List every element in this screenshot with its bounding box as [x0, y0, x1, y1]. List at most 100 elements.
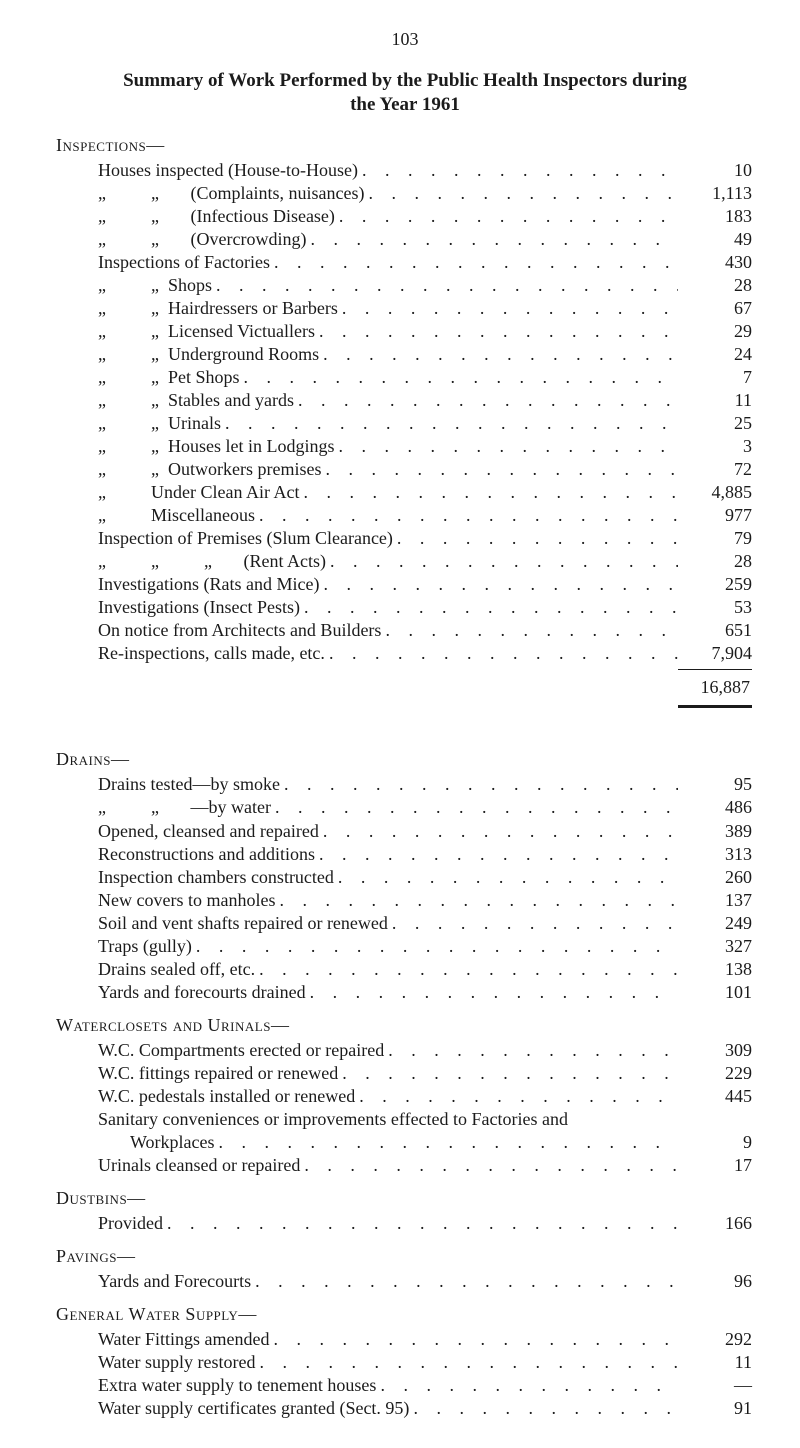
leader-dots: . . . . . . . . . . . . . . . . . . . . … — [384, 1039, 678, 1062]
section-head-water: General Water Supply— — [56, 1303, 754, 1326]
line-value: 292 — [678, 1328, 754, 1351]
leader-dots: . . . . . . . . . . . . . . . . . . . . … — [270, 251, 678, 274]
leader-dots: . . . . . . . . . . . . . . . . . . . . … — [251, 1270, 678, 1293]
leader-dots: . . . . . . . . . . . . . . . . . . . . … — [319, 573, 678, 596]
line-item: Water supply certificates granted (Sect.… — [56, 1397, 754, 1420]
line-value: 137 — [678, 889, 754, 912]
line-item: Workplaces. . . . . . . . . . . . . . . … — [56, 1131, 754, 1154]
line-value: 9 — [678, 1131, 754, 1154]
leader-dots: . . . . . . . . . . . . . . . . . . . . … — [364, 182, 678, 205]
leader-dots: . . . . . . . . . . . . . . . . . . . . … — [315, 843, 678, 866]
line-label: Provided — [98, 1212, 163, 1235]
line-label: „ „ Outworkers premises — [98, 458, 321, 481]
line-item: „ „ Houses let in Lodgings. . . . . . . … — [56, 435, 754, 458]
line-label: Workplaces — [130, 1131, 215, 1154]
line-item: On notice from Architects and Builders. … — [56, 619, 754, 642]
line-label: W.C. pedestals installed or renewed — [98, 1085, 355, 1108]
line-value: 486 — [678, 796, 754, 819]
line-value: 96 — [678, 1270, 754, 1293]
line-label: Re-inspections, calls made, etc. — [98, 642, 325, 665]
inspections-total: 16,887 — [56, 676, 754, 699]
line-label: „ „ —by water — [98, 796, 271, 819]
section-drains: Drains tested—by smoke. . . . . . . . . … — [56, 773, 754, 1003]
section-head-dustbins: Dustbins— — [56, 1187, 754, 1210]
line-item: „ „ Stables and yards. . . . . . . . . .… — [56, 389, 754, 412]
line-item: „ „ Hairdressers or Barbers. . . . . . .… — [56, 297, 754, 320]
line-label: Soil and vent shafts repaired or renewed — [98, 912, 388, 935]
section-inspections: Houses inspected (House-to-House). . . .… — [56, 159, 754, 666]
line-value: 91 — [678, 1397, 754, 1420]
leader-dots: . . . . . . . . . . . . . . . . . . . . … — [409, 1397, 678, 1420]
leader-dots: . . . . . . . . . . . . . . . . . . . . … — [270, 1328, 678, 1351]
leader-dots: . . . . . . . . . . . . . . . . . . . . … — [326, 550, 678, 573]
leader-dots: . . . . . . . . . . . . . . . . . . . . … — [315, 320, 678, 343]
line-value: 183 — [678, 205, 754, 228]
leader-dots: . . . . . . . . . . . . . . . . . . . . … — [335, 205, 678, 228]
leader-dots: . . . . . . . . . . . . . . . . . . . . … — [393, 527, 678, 550]
rule-before-total — [56, 665, 754, 674]
line-label: Inspection of Premises (Slum Clearance) — [98, 527, 393, 550]
line-label: „ „ (Overcrowding) — [98, 228, 306, 251]
line-value: 95 — [678, 773, 754, 796]
leader-dots: . . . . . . . . . . . . . . . . . . . . … — [240, 366, 679, 389]
line-label: Reconstructions and additions — [98, 843, 315, 866]
line-label: Sanitary conveniences or improvements ef… — [98, 1108, 568, 1131]
line-label: „ „ Licensed Victuallers — [98, 320, 315, 343]
leader-dots: . . . . . . . . . . . . . . . . . . . . … — [321, 458, 678, 481]
line-label: Drains tested—by smoke — [98, 773, 280, 796]
line-label: W.C. fittings repaired or renewed — [98, 1062, 338, 1085]
line-value: 259 — [678, 573, 754, 596]
line-value: 229 — [678, 1062, 754, 1085]
line-value: 67 — [678, 297, 754, 320]
section-head-drains: Drains— — [56, 748, 754, 771]
title-line-1: Summary of Work Performed by the Public … — [123, 70, 687, 91]
leader-dots: . . . . . . . . . . . . . . . . . . . . … — [294, 389, 678, 412]
title-line-2: the Year 1961 — [350, 94, 460, 115]
line-value: 25 — [678, 412, 754, 435]
line-item: „ „ Licensed Victuallers. . . . . . . . … — [56, 320, 754, 343]
line-item: „ „ Urinals. . . . . . . . . . . . . . .… — [56, 412, 754, 435]
line-value: 3 — [678, 435, 754, 458]
line-item: „ „ Shops. . . . . . . . . . . . . . . .… — [56, 274, 754, 297]
line-item: Yards and Forecourts. . . . . . . . . . … — [56, 1270, 754, 1293]
leader-dots: . . . . . . . . . . . . . . . . . . . . … — [271, 796, 678, 819]
leader-dots: . . . . . . . . . . . . . . . . . . . . … — [376, 1374, 678, 1397]
line-item: Drains sealed off, etc.. . . . . . . . .… — [56, 958, 754, 981]
line-item: Opened, cleansed and repaired. . . . . .… — [56, 820, 754, 843]
line-label: Yards and Forecourts — [98, 1270, 251, 1293]
line-item: Extra water supply to tenement houses. .… — [56, 1374, 754, 1397]
section-head-inspections: Inspections— — [56, 134, 754, 157]
line-value: 72 — [678, 458, 754, 481]
line-label: Water supply restored — [98, 1351, 256, 1374]
line-value: 11 — [678, 1351, 754, 1374]
line-value: 10 — [678, 159, 754, 182]
leader-dots: . . . . . . . . . . . . . . . . . . . . … — [334, 435, 678, 458]
line-label: On notice from Architects and Builders — [98, 619, 381, 642]
leader-dots: . . . . . . . . . . . . . . . . . . . . … — [306, 981, 678, 1004]
line-item: Inspection of Premises (Slum Clearance).… — [56, 527, 754, 550]
line-item: „ „ (Complaints, nuisances). . . . . . .… — [56, 182, 754, 205]
line-label: „ „ Pet Shops — [98, 366, 240, 389]
leader-dots: . . . . . . . . . . . . . . . . . . . . … — [338, 1062, 678, 1085]
line-item: W.C. Compartments erected or repaired. .… — [56, 1039, 754, 1062]
line-item: Water Fittings amended. . . . . . . . . … — [56, 1328, 754, 1351]
line-value: 11 — [678, 389, 754, 412]
line-value: — — [678, 1374, 754, 1397]
section-head-wc: Waterclosets and Urinals— — [56, 1014, 754, 1037]
leader-dots: . . . . . . . . . . . . . . . . . . . . … — [221, 412, 678, 435]
leader-dots: . . . . . . . . . . . . . . . . . . . . … — [334, 866, 678, 889]
leader-dots: . . . . . . . . . . . . . . . . . . . . … — [388, 912, 678, 935]
line-value: 313 — [678, 843, 754, 866]
line-item: Traps (gully). . . . . . . . . . . . . .… — [56, 935, 754, 958]
section-pavings: Yards and Forecourts. . . . . . . . . . … — [56, 1270, 754, 1293]
line-label: W.C. Compartments erected or repaired — [98, 1039, 384, 1062]
line-value: 49 — [678, 228, 754, 251]
page: 10 3 Summary of Work Performed by the Pub… — [0, 0, 800, 1448]
line-item: Provided. . . . . . . . . . . . . . . . … — [56, 1212, 754, 1235]
line-label: Traps (gully) — [98, 935, 192, 958]
line-item: „ „ Pet Shops. . . . . . . . . . . . . .… — [56, 366, 754, 389]
section-head-pavings: Pavings— — [56, 1245, 754, 1268]
line-item: Reconstructions and additions. . . . . .… — [56, 843, 754, 866]
line-value: 24 — [678, 343, 754, 366]
line-item: „ „ Outworkers premises. . . . . . . . .… — [56, 458, 754, 481]
